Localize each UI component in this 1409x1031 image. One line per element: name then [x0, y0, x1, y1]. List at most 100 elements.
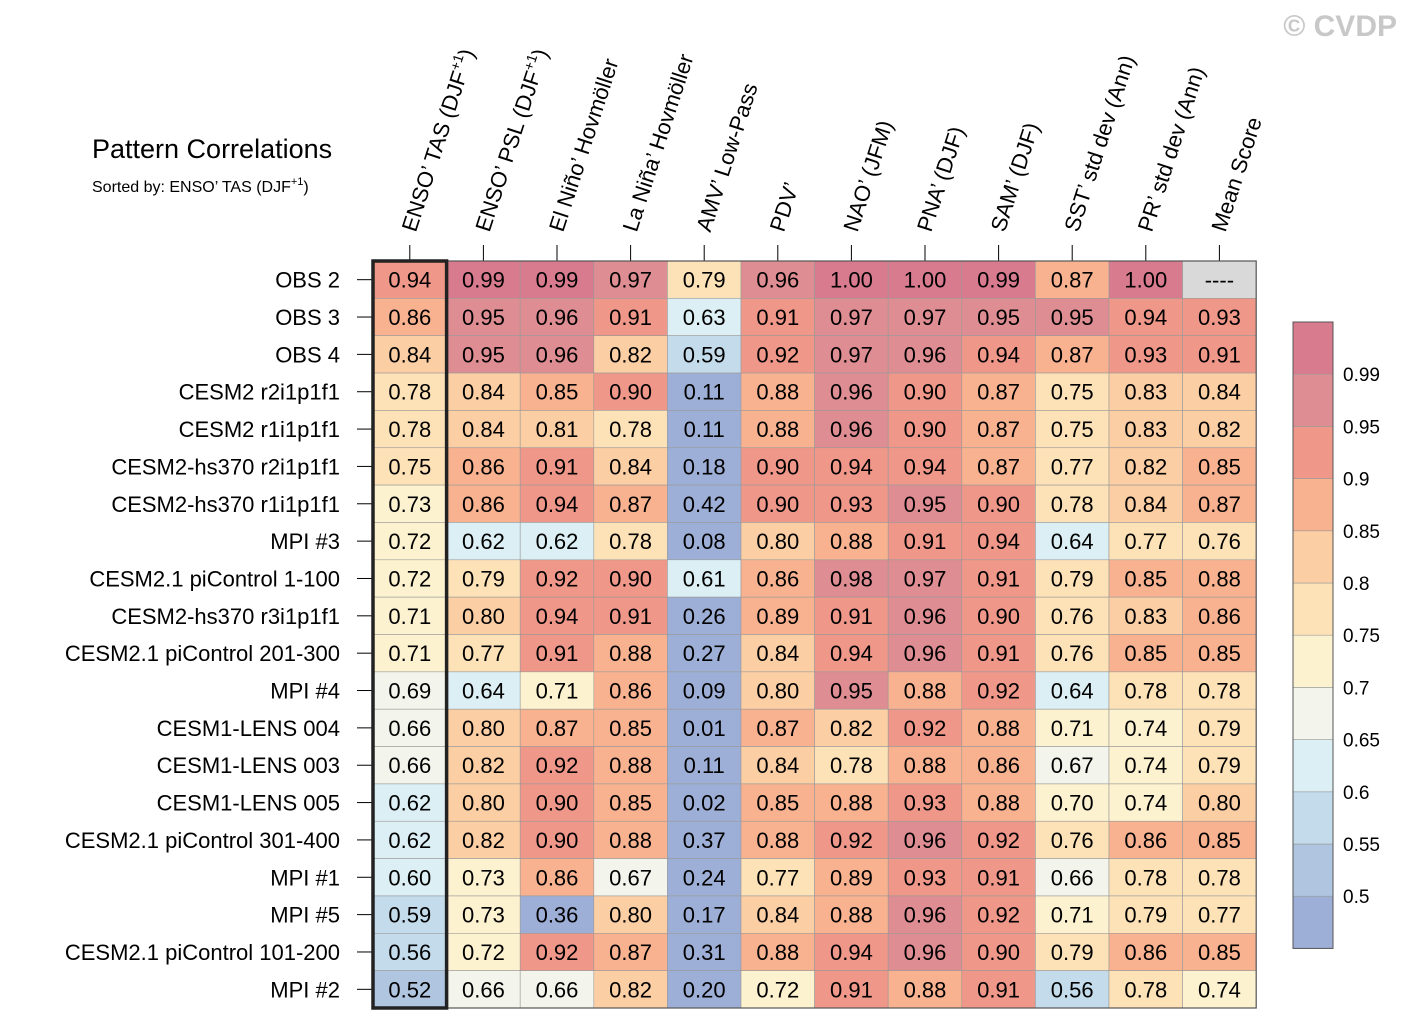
heatmap-cell — [446, 783, 521, 822]
heatmap-cell — [519, 335, 595, 374]
cell-value: 0.90 — [536, 828, 579, 853]
heatmap-cell — [961, 970, 1036, 1009]
cell-value: 0.56 — [1051, 977, 1094, 1002]
cell-value: 0.78 — [1051, 492, 1094, 517]
cell-value: 0.71 — [1051, 903, 1094, 928]
cell-value: 0.85 — [1198, 940, 1241, 965]
cell-value: 0.69 — [388, 679, 431, 704]
cell-value: 0.80 — [756, 529, 799, 554]
cell-value: 0.89 — [756, 604, 799, 629]
cell-value: 0.62 — [462, 529, 505, 554]
cell-value: 0.88 — [904, 977, 947, 1002]
cell-value: 0.84 — [1124, 492, 1167, 517]
cell-value: 0.90 — [756, 454, 799, 479]
colorbar-segment — [1292, 739, 1334, 793]
cell-value: 0.80 — [1198, 791, 1241, 816]
heatmap-cell — [1108, 671, 1183, 710]
heatmap-cell — [961, 596, 1036, 635]
cell-value: 0.96 — [756, 268, 799, 293]
heatmap-cell — [446, 596, 521, 635]
heatmap-cell — [1108, 634, 1183, 673]
heatmap-cell — [814, 895, 889, 934]
heatmap-cell — [1035, 372, 1110, 411]
heatmap-cell — [961, 895, 1036, 934]
heatmap-cell — [814, 820, 889, 859]
cell-value: 0.86 — [462, 492, 505, 517]
cell-value: 0.88 — [830, 903, 873, 928]
heatmap-cell — [1182, 783, 1257, 822]
cell-value: 0.96 — [830, 380, 873, 405]
cell-value: 0.91 — [977, 977, 1020, 1002]
heatmap-cell — [1108, 260, 1183, 299]
sorted-column-outline — [371, 259, 449, 1010]
cell-value: 0.94 — [1124, 305, 1167, 330]
heatmap-cell — [519, 410, 595, 449]
cell-value: 0.86 — [536, 865, 579, 890]
heatmap-cell — [667, 820, 742, 859]
heatmap-cell — [740, 298, 815, 337]
heatmap-cell — [1108, 746, 1183, 785]
cell-value: 0.88 — [977, 791, 1020, 816]
cell-value: 0.72 — [756, 977, 799, 1002]
column-label: ENSO’ TAS (DJF+1) — [395, 45, 480, 234]
cell-value: 0.95 — [977, 305, 1020, 330]
heatmap-cell — [740, 783, 815, 822]
cell-value: 0.78 — [1124, 679, 1167, 704]
colorbar-segment — [1292, 582, 1334, 636]
heatmap-cell — [814, 298, 889, 337]
cell-value: 0.71 — [1051, 716, 1094, 741]
heatmap-cell — [814, 372, 889, 411]
heatmap-cell — [887, 820, 963, 859]
cell-value: 0.78 — [1198, 865, 1241, 890]
row-label: MPI #1 — [270, 865, 340, 890]
cell-value: 0.92 — [904, 716, 947, 741]
cell-value: 0.95 — [1051, 305, 1094, 330]
cell-value: 0.01 — [683, 716, 726, 741]
cell-value: 0.87 — [977, 454, 1020, 479]
cell-value: 0.91 — [1198, 342, 1241, 367]
heatmap-cell — [372, 335, 447, 374]
cell-value: 0.84 — [609, 454, 652, 479]
heatmap-cell — [667, 634, 742, 673]
colorbar-label: 0.75 — [1343, 626, 1380, 647]
heatmap-cell — [667, 298, 742, 337]
column-label: PNA’ (DJF) — [912, 123, 969, 234]
cell-value: 0.76 — [1051, 604, 1094, 629]
heatmap-cell — [372, 746, 447, 785]
colorbar-segment — [1292, 791, 1334, 845]
cell-value: 0.59 — [683, 342, 726, 367]
heatmap-cell — [961, 447, 1036, 486]
cell-value: 0.96 — [904, 641, 947, 666]
heatmap-cell — [887, 410, 963, 449]
cell-value: 0.94 — [388, 268, 431, 293]
cell-value: 0.91 — [536, 641, 579, 666]
row-label: CESM1-LENS 003 — [157, 753, 340, 778]
heatmap-cell — [740, 335, 815, 374]
colorbar-segment — [1292, 687, 1334, 740]
column-label: AMV’ Low-Pass — [691, 80, 763, 235]
heatmap-cell — [372, 260, 447, 299]
cell-value: 0.79 — [1124, 903, 1167, 928]
heatmap-cell — [1035, 671, 1110, 710]
row-label: CESM2 r2i1p1f1 — [179, 380, 340, 405]
heatmap-cell — [961, 708, 1036, 747]
cell-value: 0.79 — [1198, 753, 1241, 778]
heatmap-cell — [1182, 596, 1257, 635]
heatmap-cell — [372, 932, 447, 971]
cell-value: 0.85 — [1198, 454, 1241, 479]
heatmap-cell — [593, 410, 668, 449]
cell-value: 0.88 — [756, 380, 799, 405]
heatmap-cell — [1182, 634, 1257, 673]
heatmap-cell — [740, 596, 815, 635]
heatmap-cell — [887, 858, 963, 897]
row-label: MPI #3 — [270, 529, 340, 554]
cell-value: 0.97 — [830, 305, 873, 330]
cell-value: 0.91 — [977, 641, 1020, 666]
cell-value: 0.62 — [388, 828, 431, 853]
cell-value: 0.88 — [904, 753, 947, 778]
cell-value: 0.97 — [830, 342, 873, 367]
cell-value: 0.78 — [609, 529, 652, 554]
cell-value: 0.87 — [756, 716, 799, 741]
cell-value: 0.88 — [830, 791, 873, 816]
heatmap-cell — [887, 671, 963, 710]
